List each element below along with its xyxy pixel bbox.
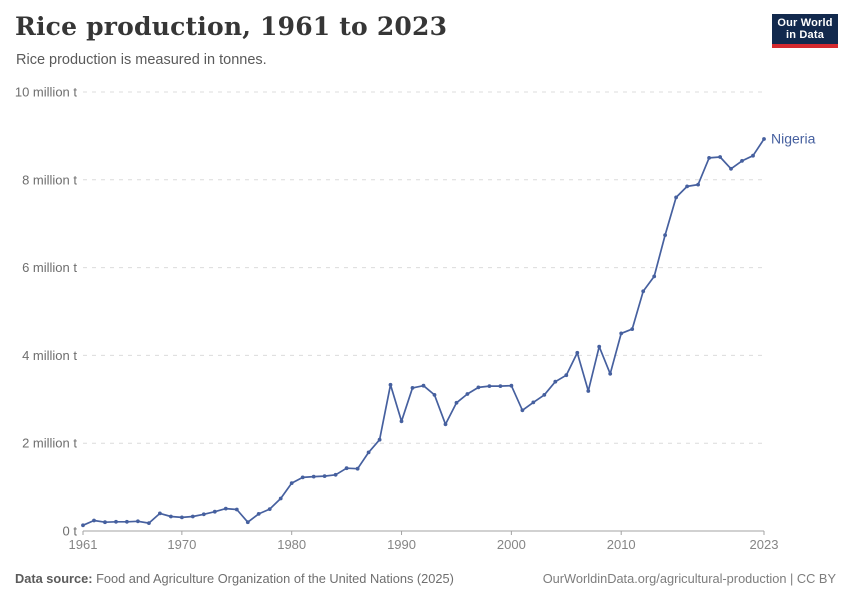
data-point[interactable] — [487, 384, 492, 388]
data-point[interactable] — [333, 472, 338, 477]
data-point[interactable] — [147, 521, 151, 525]
owid-url-link[interactable]: OurWorldinData.org/agricultural-producti… — [542, 571, 787, 586]
data-point[interactable] — [520, 408, 525, 413]
data-point[interactable] — [201, 512, 206, 517]
data-point[interactable] — [245, 520, 250, 525]
data-point[interactable] — [256, 512, 261, 516]
data-point[interactable] — [278, 496, 283, 501]
x-axis-label: 1970 — [167, 537, 196, 552]
series-label-nigeria[interactable]: Nigeria — [771, 130, 816, 146]
data-point[interactable] — [663, 233, 667, 238]
data-point[interactable] — [443, 422, 448, 427]
data-point[interactable] — [465, 392, 470, 396]
y-axis-label: 10 million t — [15, 85, 78, 100]
data-point[interactable] — [234, 507, 239, 512]
data-point[interactable] — [608, 371, 613, 376]
data-point[interactable] — [158, 511, 162, 516]
y-axis-label: 8 million t — [22, 172, 77, 187]
data-point[interactable] — [564, 373, 569, 378]
x-axis-label: 1990 — [387, 537, 416, 552]
data-source-label: Data source: — [15, 571, 93, 586]
data-point[interactable] — [751, 153, 755, 158]
x-axis-label: 2023 — [750, 537, 779, 552]
data-point[interactable] — [674, 195, 678, 200]
data-point[interactable] — [81, 523, 85, 528]
data-point[interactable] — [707, 156, 711, 160]
data-point[interactable] — [762, 137, 766, 141]
nigeria-line[interactable] — [82, 138, 765, 527]
data-point[interactable] — [586, 389, 591, 393]
data-point[interactable] — [125, 519, 129, 524]
data-point[interactable] — [641, 289, 646, 294]
x-axis-label: 2000 — [497, 537, 526, 552]
x-axis-label: 1961 — [69, 537, 98, 552]
data-point[interactable] — [575, 350, 580, 355]
data-point[interactable] — [366, 450, 371, 455]
chart-title: Rice production, 1961 to 2023 — [15, 12, 448, 41]
data-point[interactable] — [399, 419, 404, 424]
data-point[interactable] — [114, 519, 118, 524]
data-point[interactable] — [322, 474, 327, 478]
data-point[interactable] — [685, 184, 689, 189]
credit-note: OurWorldinData.org/agricultural-producti… — [543, 571, 836, 586]
data-point[interactable] — [553, 379, 558, 384]
data-point[interactable] — [355, 466, 360, 471]
data-point[interactable] — [421, 383, 426, 388]
owid-logo-line2: in Data — [785, 29, 825, 41]
data-point[interactable] — [180, 515, 184, 520]
data-point[interactable] — [190, 514, 195, 519]
data-point[interactable] — [597, 344, 602, 349]
chart-footer: Data source: Food and Agriculture Organi… — [15, 571, 836, 586]
y-axis-label: 2 million t — [22, 436, 77, 451]
chart-subtitle: Rice production is measured in tonnes. — [16, 52, 267, 68]
data-point[interactable] — [718, 155, 722, 159]
data-point[interactable] — [476, 385, 481, 390]
data-point[interactable] — [169, 514, 173, 519]
data-point[interactable] — [377, 437, 382, 442]
data-point[interactable] — [729, 166, 733, 171]
x-axis-label: 2010 — [607, 537, 636, 552]
data-point[interactable] — [311, 474, 316, 479]
data-point[interactable] — [410, 386, 415, 390]
x-axis-label: 1980 — [277, 537, 306, 552]
data-point[interactable] — [652, 274, 657, 279]
y-axis-label: 0 t — [63, 524, 78, 539]
data-point[interactable] — [454, 400, 459, 405]
data-point[interactable] — [740, 159, 744, 163]
data-point[interactable] — [509, 383, 514, 388]
data-point[interactable] — [289, 481, 294, 485]
data-point[interactable] — [432, 393, 437, 397]
data-point[interactable] — [92, 518, 96, 523]
data-point[interactable] — [388, 382, 393, 387]
data-point[interactable] — [542, 393, 547, 397]
data-point[interactable] — [344, 466, 349, 471]
data-point[interactable] — [498, 384, 503, 388]
y-axis-label: 6 million t — [22, 260, 77, 275]
data-point[interactable] — [696, 182, 700, 187]
data-point[interactable] — [267, 507, 272, 511]
data-point[interactable] — [103, 520, 107, 525]
owid-logo[interactable]: Our World in Data — [772, 14, 838, 48]
data-point[interactable] — [223, 506, 228, 511]
data-point[interactable] — [212, 509, 217, 514]
data-point[interactable] — [300, 475, 305, 480]
owid-logo-line1: Our World — [777, 16, 833, 29]
cc-by-license-link[interactable]: CC BY — [796, 571, 836, 586]
data-source-note: Data source: Food and Agriculture Organi… — [15, 571, 454, 586]
credit-separator: | — [786, 571, 797, 586]
y-axis-label: 4 million t — [22, 348, 77, 363]
data-point[interactable] — [619, 331, 624, 336]
data-point[interactable] — [136, 519, 140, 524]
data-point[interactable] — [630, 327, 635, 331]
data-source-text: Food and Agriculture Organization of the… — [92, 571, 454, 586]
data-point[interactable] — [531, 400, 536, 405]
